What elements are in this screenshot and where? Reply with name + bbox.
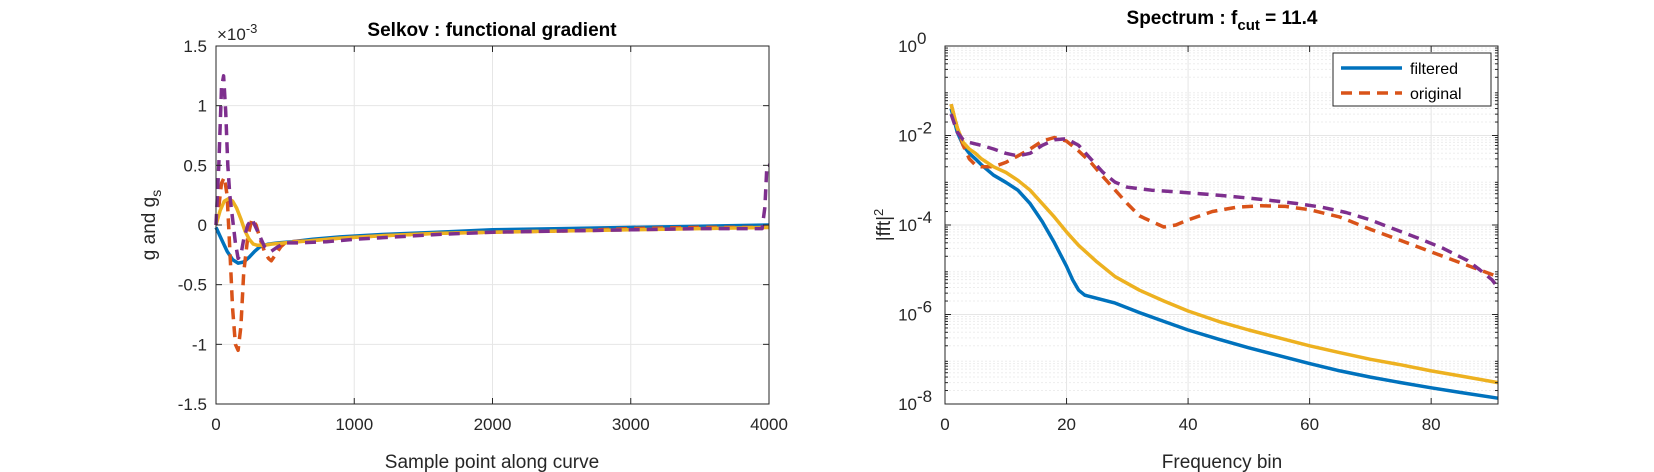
right-axes: 10 010 -210 -410 -610 -80 20 40 60 80 Spectrum : … — [871, 8, 1500, 472]
left-xtick-label: 0 — [211, 415, 220, 434]
right-xtick-label: 20 — [1057, 415, 1076, 434]
left-exponent-label: ×10-3 — [217, 21, 257, 44]
left-grid — [215, 45, 770, 405]
right-ytick-exponent: -8 — [917, 387, 932, 406]
right-ytick-label: 10 — [898, 216, 917, 235]
left-xtick-label: 1000 — [335, 415, 373, 434]
right-ytick-exponent: 0 — [917, 29, 926, 48]
legend: filtered original — [1332, 52, 1492, 107]
right-title-sub: cut — [1237, 17, 1260, 34]
left-ylabel: g and gs — [139, 190, 164, 260]
left-title: Selkov : functional gradient — [367, 20, 617, 41]
left-ytick-label: 1.5 — [183, 37, 207, 56]
right-series — [949, 103, 1500, 400]
left-series-line-3 — [214, 74, 769, 261]
right-ytick-label: 10 — [898, 306, 917, 325]
left-axes: 0 1000 2000 3000 4000 1.5 1 0.5 0 -0.5 -1 -1.5 Selk… — [139, 20, 788, 472]
left-exponent-base: ×10 — [217, 25, 246, 44]
right-ticks — [944, 45, 1498, 405]
legend-label-original: original — [1410, 86, 1462, 103]
left-ytick-label: -1.5 — [178, 395, 207, 414]
right-xtick-label: 40 — [1179, 415, 1198, 434]
right-ylabel-main: |fft| — [874, 216, 895, 241]
left-ticks — [215, 45, 770, 405]
right-series-line-2 — [949, 103, 1499, 385]
left-ylabel-sub: s — [148, 190, 164, 197]
left-ytick-label: -0.5 — [178, 276, 207, 295]
left-ytick-label: 1 — [198, 97, 207, 116]
right-series-line-1 — [949, 103, 1499, 279]
right-ylabel: |fft|2 — [871, 209, 895, 242]
right-xtick-label: 0 — [940, 415, 949, 434]
right-title-tail: = 11.4 — [1260, 8, 1318, 29]
left-ytick-label: 0.5 — [183, 156, 207, 175]
right-ytick-label: 10 — [898, 127, 917, 146]
right-ylabel-sup: 2 — [871, 209, 886, 216]
right-xtick-label: 60 — [1300, 415, 1319, 434]
right-ytick-exponent: -6 — [917, 298, 932, 317]
right-ytick-label: 10 — [898, 395, 917, 414]
left-ylabel-main: g and g — [139, 197, 160, 260]
right-xtick-label: 80 — [1422, 415, 1441, 434]
left-xtick-label: 4000 — [750, 415, 788, 434]
left-xtick-label: 2000 — [474, 415, 512, 434]
right-tick-labels: 10 010 -210 -410 -610 -80 20 40 60 80 — [898, 29, 1441, 434]
right-series-line-0 — [949, 108, 1499, 400]
left-ytick-label: 0 — [198, 216, 207, 235]
left-series — [214, 74, 770, 353]
right-ytick-exponent: -2 — [917, 119, 932, 138]
left-xlabel: Sample point along curve — [385, 452, 599, 472]
left-tick-labels: 0 1000 2000 3000 4000 1.5 1 0.5 0 -0.5 -1 -1.5 — [178, 37, 788, 434]
left-exponent-value: -3 — [246, 21, 258, 36]
left-ytick-label: -1 — [192, 335, 207, 354]
left-xtick-label: 3000 — [612, 415, 650, 434]
right-ytick-exponent: -4 — [917, 208, 932, 227]
left-series-line-1 — [214, 175, 769, 353]
legend-box — [1332, 52, 1492, 107]
right-title-main: Spectrum : f — [1127, 8, 1239, 29]
right-xlabel: Frequency bin — [1162, 452, 1282, 472]
right-title: Spectrum : fcut = 11.4 — [1127, 8, 1318, 34]
legend-label-filtered: filtered — [1410, 61, 1458, 78]
right-ytick-label: 10 — [898, 37, 917, 56]
